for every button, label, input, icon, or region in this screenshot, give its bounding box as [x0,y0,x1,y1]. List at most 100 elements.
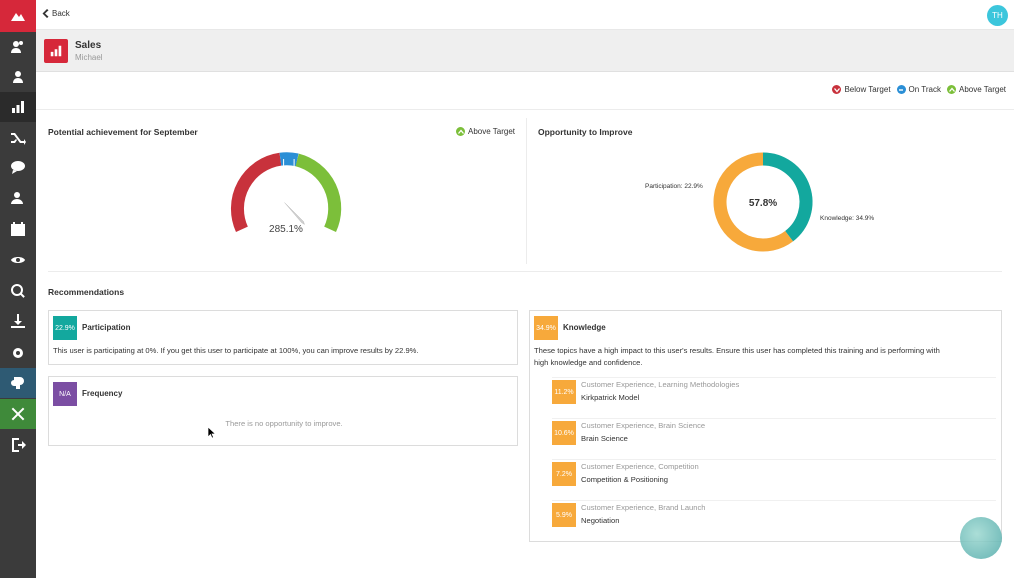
sidebar-item-calendar[interactable] [0,214,36,244]
user-group-icon [13,71,23,83]
chevron-up-icon [947,85,956,94]
top-bar: Back TH [36,0,1014,30]
tools-icon [11,407,25,421]
sidebar-item-brain[interactable] [0,368,36,398]
legend-above-target: Above Target [947,85,1006,94]
topic-name: Competition & Positioning [581,475,668,484]
user-icon [11,192,23,204]
opportunity-title: Opportunity to Improve [538,127,633,137]
topic-category: Customer Experience, Brain Science [581,421,706,430]
topic-name: Negotiation [581,516,620,525]
achievement-status-label: Above Target [468,127,515,136]
frequency-recommendation: N/A Frequency There is no opportunity to… [48,376,518,446]
knowledge-text-line2: high knowledge and confidence. [534,358,643,367]
sidebar-item-messages[interactable] [0,152,36,182]
gauge-segment-above [295,153,342,233]
knowledge-title: Knowledge [563,323,606,332]
donut-slice-knowledge [713,152,794,252]
achievement-gauge: 285.1% [230,152,342,235]
divider [48,271,1002,272]
gear-icon [13,348,23,358]
back-label: Back [52,9,70,18]
sidebar-item-logout[interactable] [0,430,36,460]
topic-name: Brain Science [581,434,628,443]
frequency-text: There is no opportunity to improve. [225,419,343,428]
help-chat-button[interactable] [960,517,1002,559]
knowledge-recommendation: 34.9% Knowledge These topics have a high… [529,310,1002,542]
divider [36,109,1014,110]
topic-badge: 5.9% [552,503,576,527]
participation-recommendation: 22.9% Participation This user is partici… [48,310,518,365]
recommendations-title: Recommendations [48,287,125,297]
back-button[interactable]: Back [42,9,70,18]
sidebar-item-team[interactable] [0,62,36,92]
brain-icon [11,377,24,389]
mouse-cursor-icon [208,427,216,439]
legend-below-target: Below Target [832,85,891,94]
shuffle-icon [11,133,26,145]
sidebar-item-analytics[interactable] [0,92,36,122]
calendar-icon [11,222,25,236]
gauge-needle [284,202,305,226]
knowledge-badge: 34.9% [534,316,558,340]
topic-category: Customer Experience, Learning Methodolog… [581,380,740,389]
chevron-down-icon [832,85,842,94]
sidebar-item-observe[interactable] [0,245,36,275]
topic-name: Kirkpatrick Model [581,393,640,402]
topic-category: Customer Experience, Competition [581,462,699,471]
sidebar-item-settings[interactable] [0,338,36,368]
donut-slice-participation [762,152,813,242]
sidebar-item-tools[interactable] [0,399,36,429]
bar-chart-icon [12,101,24,113]
legend-on-track: On Track [896,85,941,94]
sidebar-item-people[interactable] [0,183,36,213]
sidebar-item-coaching[interactable] [0,32,36,62]
eye-icon [11,257,25,263]
achievement-status: Above Target [456,127,515,136]
sidebar-item-search[interactable] [0,276,36,306]
frequency-badge: N/A [53,382,77,406]
users-icon [11,41,23,53]
achievement-title: Potential achievement for September [48,127,198,137]
topic-item[interactable]: 7.2% Customer Experience, Competition Co… [552,459,996,488]
frequency-title: Frequency [82,389,123,398]
chat-icon [11,161,25,174]
topic-item[interactable]: 5.9% Customer Experience, Brand Launch N… [552,500,996,529]
topic-category: Customer Experience, Brand Launch [581,503,706,512]
divider [526,118,527,264]
sales-chart-icon [44,39,68,63]
logo-mountain-icon[interactable] [0,0,36,32]
donut-center-label: 57.8% [749,198,777,209]
page-subtitle: Michael [75,53,103,62]
logout-icon [12,438,26,452]
status-legend: Below Target On Track Above Target [832,85,1006,94]
topic-badge: 7.2% [552,462,576,486]
topic-badge: 10.6% [552,421,576,445]
minus-icon [896,85,906,94]
chevron-left-icon [42,9,49,18]
page-title: Sales [75,40,102,51]
legend-label: Above Target [959,85,1006,94]
legend-label: Below Target [844,85,891,94]
knowledge-text-line1: These topics have a high impact to this … [534,346,940,355]
avatar[interactable]: TH [987,5,1008,26]
sidebar-item-download[interactable] [0,306,36,336]
search-icon [11,284,25,298]
page-header: Sales Michael [36,30,1014,72]
sidebar [0,0,36,578]
participation-title: Participation [82,323,131,332]
topic-badge: 11.2% [552,380,576,404]
gauge-value: 285.1% [269,224,303,235]
chevron-up-icon [456,127,465,136]
gauge-segment-on-track [279,152,299,167]
participation-slice-label: Participation: 22.9% [645,183,703,190]
topic-item[interactable]: 11.2% Customer Experience, Learning Meth… [552,377,996,406]
legend-label: On Track [908,85,941,94]
sidebar-item-shuffle[interactable] [0,122,36,152]
gauge-segment-below [230,152,282,232]
opportunity-donut: 57.8% [713,152,813,252]
topic-item[interactable]: 10.6% Customer Experience, Brain Science… [552,418,996,447]
participation-badge: 22.9% [53,316,77,340]
participation-text: This user is participating at 0%. If you… [53,346,419,355]
knowledge-slice-label: Knowledge: 34.9% [820,215,875,222]
